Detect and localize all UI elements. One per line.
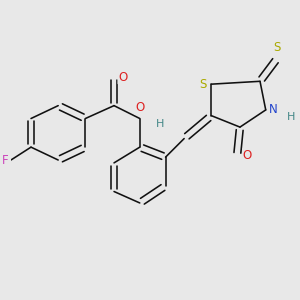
Text: S: S <box>274 41 281 54</box>
Text: O: O <box>135 101 144 114</box>
Text: H: H <box>287 112 296 122</box>
Text: H: H <box>156 119 164 129</box>
Text: O: O <box>243 149 252 162</box>
Text: S: S <box>200 78 207 91</box>
Text: F: F <box>2 154 8 166</box>
Text: N: N <box>268 103 277 116</box>
Text: O: O <box>118 70 128 83</box>
